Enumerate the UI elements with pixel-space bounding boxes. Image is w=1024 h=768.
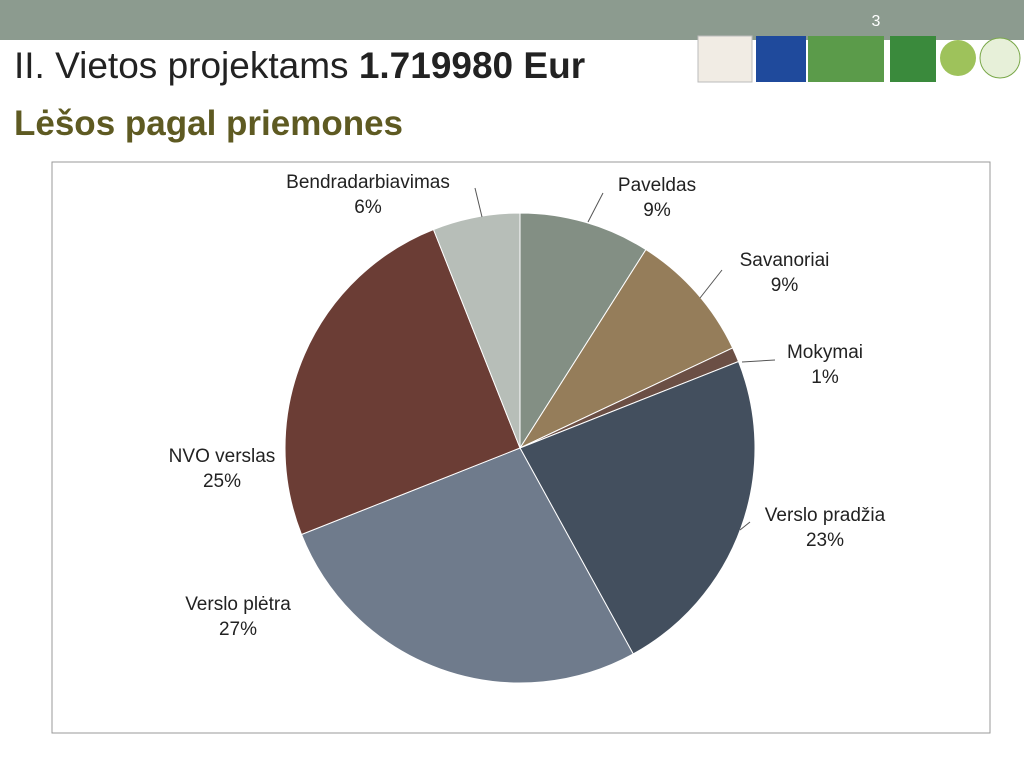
category-label: Verslo pradžia — [764, 505, 886, 526]
title-amount: 1.719980 Eur — [359, 45, 585, 86]
chart-subtitle: Lėšos pagal priemones — [14, 104, 403, 143]
category-label: Savanoriai — [739, 250, 830, 271]
logo — [940, 40, 976, 76]
logo — [756, 36, 806, 82]
pie-slice — [518, 248, 734, 450]
pie-slice — [519, 360, 756, 655]
leader-line — [699, 269, 723, 299]
category-label: Bendradarbiavimas — [286, 172, 450, 193]
pie-slice — [519, 212, 647, 450]
slice-label: Paveldas 9% — [602, 173, 712, 223]
value-label: 27% — [218, 619, 258, 640]
top-bar — [0, 0, 1024, 40]
title-text: II. Vietos projektams — [14, 45, 349, 86]
chart-frame — [51, 161, 991, 734]
logo — [697, 35, 753, 83]
category-label: NVO verslas — [168, 446, 276, 467]
slice-label: Verslo plėtra 27% — [168, 592, 308, 642]
leader-line — [739, 521, 751, 531]
category-label: Paveldas — [617, 175, 697, 196]
value-label: 9% — [770, 275, 799, 296]
page-number: 3 — [872, 13, 881, 30]
value-label: 9% — [643, 200, 671, 221]
logos — [697, 35, 1021, 83]
leader-line — [474, 187, 483, 218]
logo — [890, 36, 936, 82]
pie-slice — [300, 447, 634, 684]
slice-label: Savanoriai 9% — [722, 248, 847, 298]
category-label: Mokymai — [786, 342, 863, 363]
slice-label: NVO verslas 25% — [152, 444, 292, 494]
pie-slice — [284, 228, 521, 536]
chart-title: II. Vietos projektams 1.719980 Eur — [14, 45, 585, 86]
value-label: 1% — [811, 367, 839, 388]
logo — [808, 36, 884, 82]
pie-slice — [432, 212, 521, 449]
value-label: 25% — [202, 471, 242, 492]
slice-label: Mokymai 1% — [770, 340, 880, 390]
value-label: 23% — [805, 530, 845, 551]
leader-line — [741, 359, 776, 363]
logo — [979, 37, 1021, 79]
value-label: 6% — [354, 197, 382, 218]
slice-label: Bendradarbiavimas 6% — [283, 170, 453, 220]
slice-label: Verslo pradžia 23% — [745, 503, 905, 553]
leader-line — [587, 192, 604, 223]
category-label: Verslo plėtra — [185, 594, 291, 615]
